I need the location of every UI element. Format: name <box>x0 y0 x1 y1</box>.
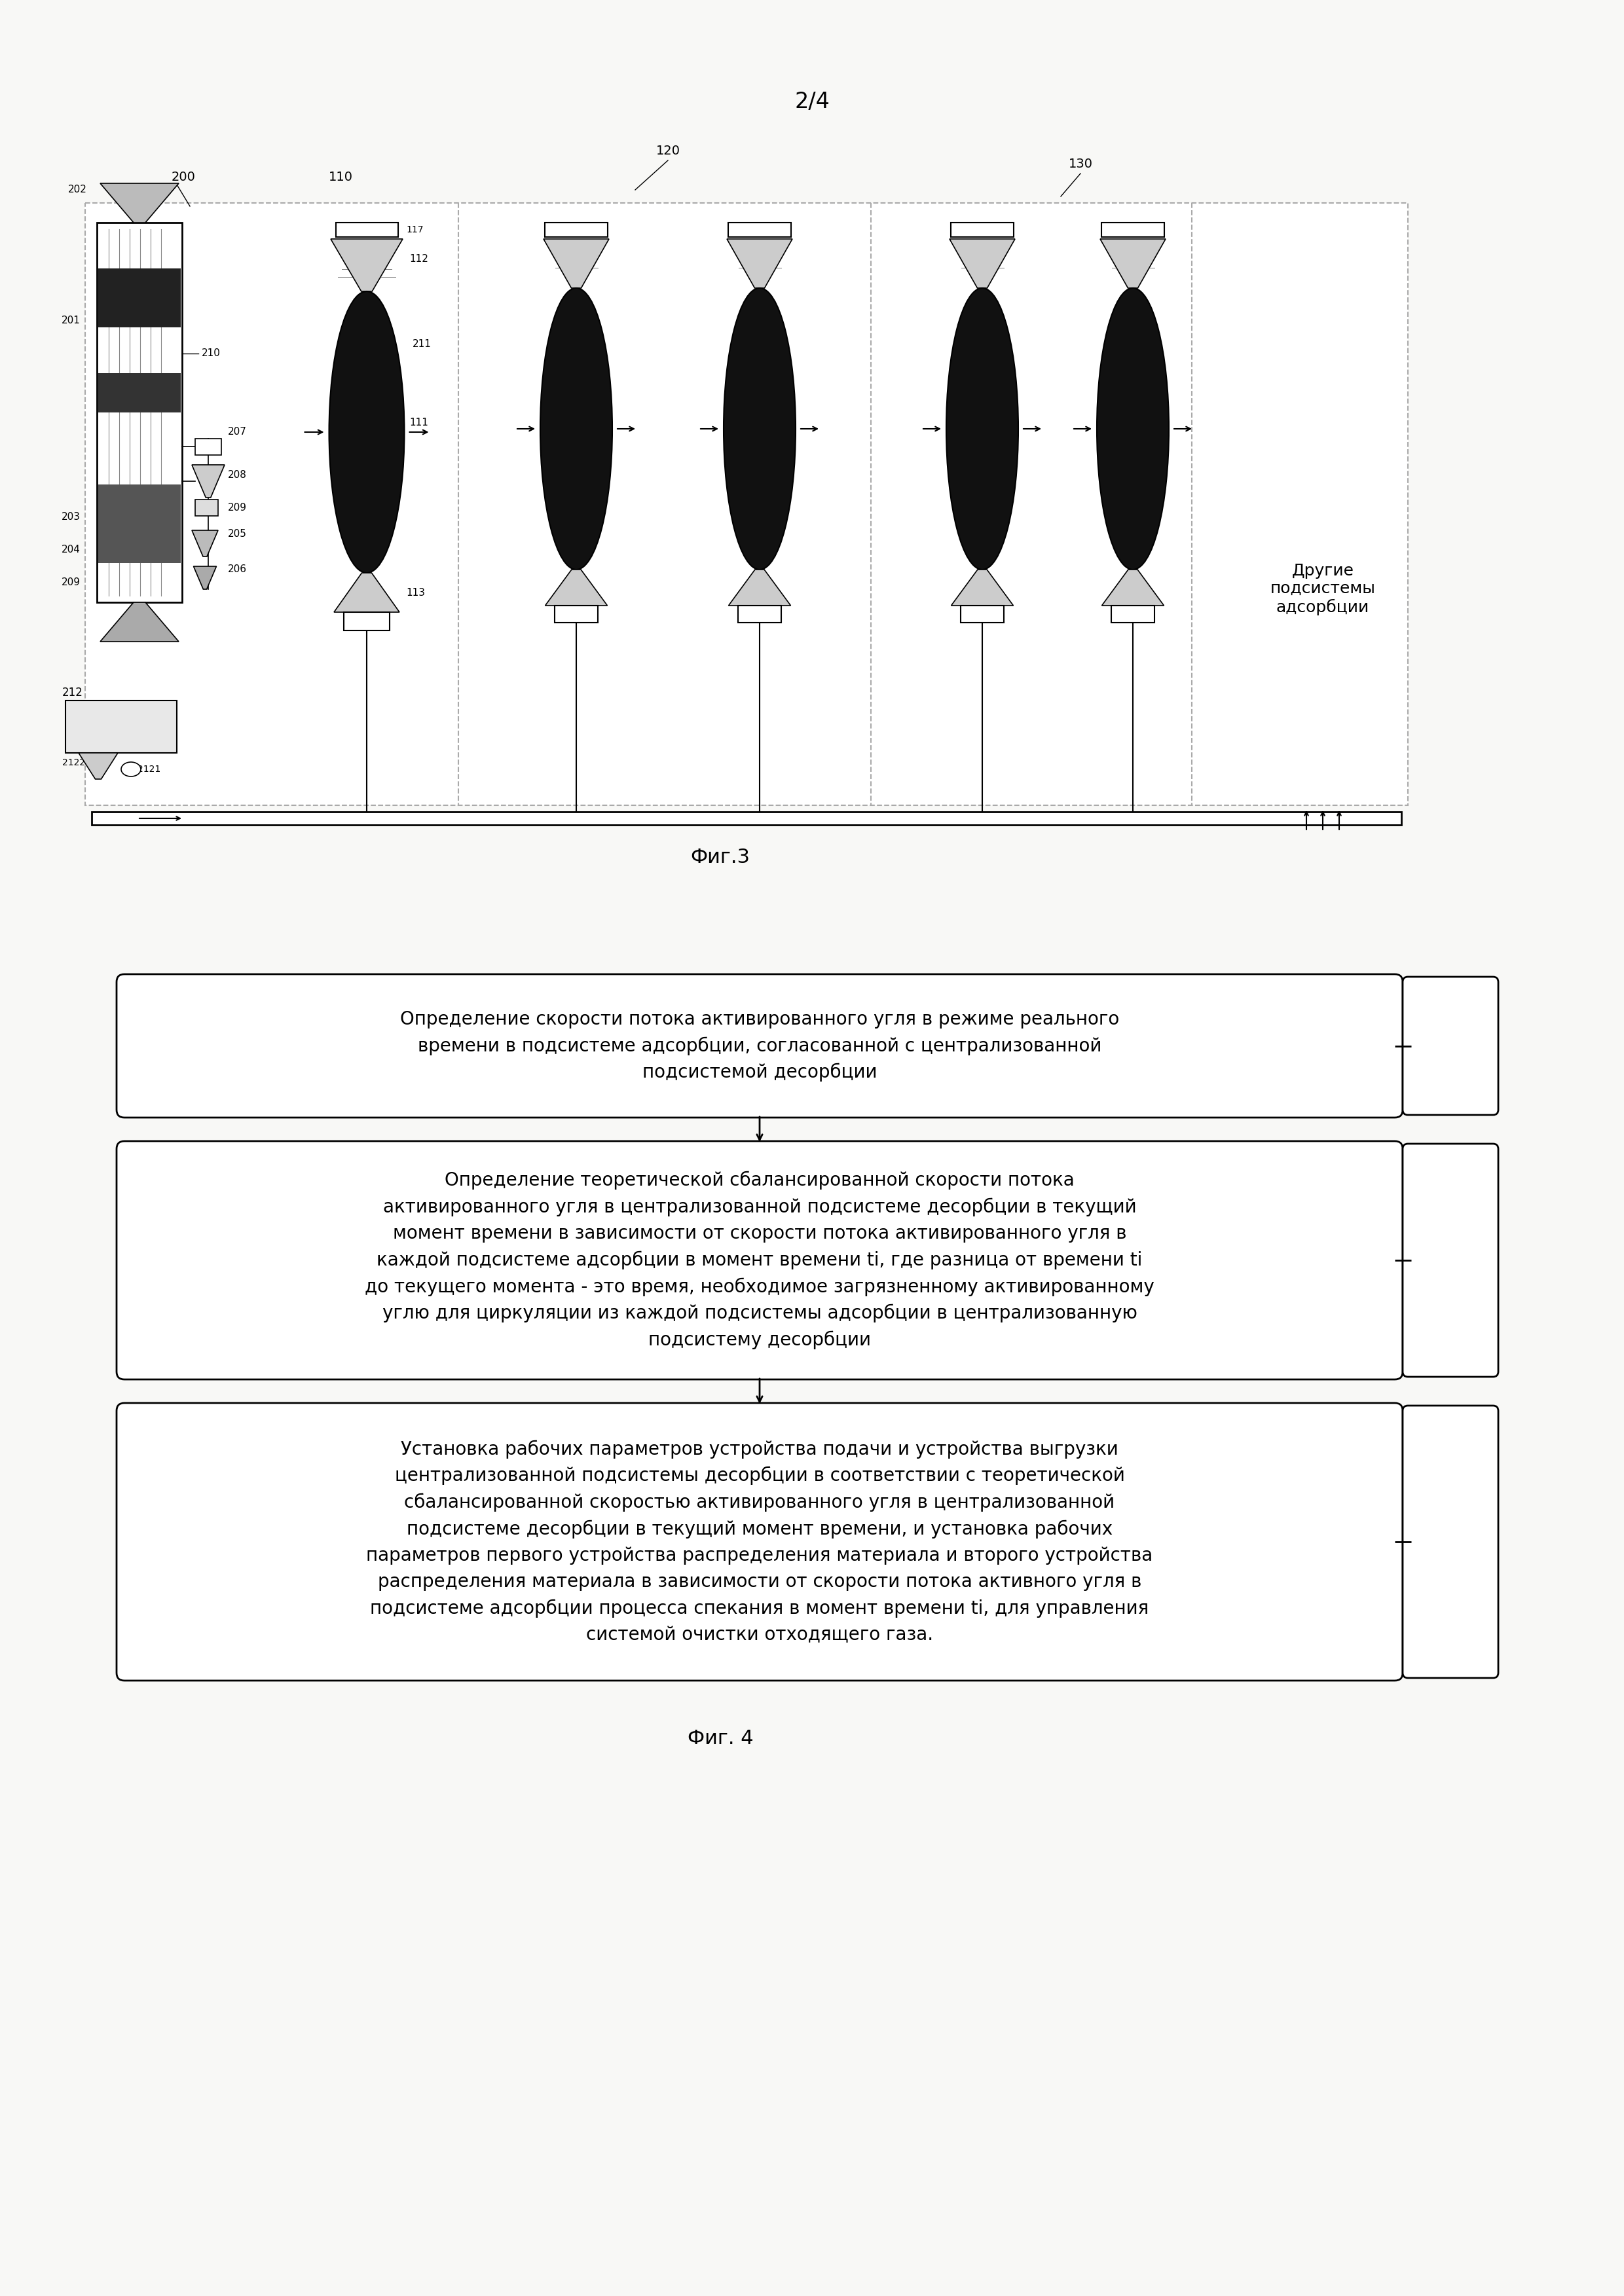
Text: 2/4: 2/4 <box>794 90 830 113</box>
Text: 209: 209 <box>227 503 247 512</box>
Ellipse shape <box>122 762 141 776</box>
Text: 210: 210 <box>201 349 221 358</box>
Bar <box>97 374 180 413</box>
Bar <box>728 223 791 236</box>
Polygon shape <box>1101 569 1164 606</box>
Polygon shape <box>331 239 403 292</box>
Text: 204: 204 <box>62 544 81 556</box>
Text: S120: S120 <box>1426 1251 1476 1270</box>
Ellipse shape <box>724 287 796 569</box>
Text: 120: 120 <box>656 145 680 156</box>
Polygon shape <box>101 184 179 223</box>
Bar <box>65 700 177 753</box>
Text: 111: 111 <box>409 418 429 427</box>
Text: 202: 202 <box>68 186 88 195</box>
Bar <box>97 223 182 602</box>
Text: Фиг.3: Фиг.3 <box>690 847 750 868</box>
Text: 113: 113 <box>406 588 425 597</box>
Text: S130: S130 <box>1424 1531 1476 1552</box>
Text: Другие
подсистемы
адсорбции: Другие подсистемы адсорбции <box>1270 563 1376 615</box>
FancyBboxPatch shape <box>1403 1405 1499 1678</box>
Text: 112: 112 <box>409 253 429 264</box>
Bar <box>961 606 1004 622</box>
Bar <box>84 202 1408 806</box>
FancyBboxPatch shape <box>1403 976 1499 1116</box>
Text: 206: 206 <box>227 565 247 574</box>
Polygon shape <box>544 239 609 287</box>
Polygon shape <box>335 574 400 613</box>
Bar <box>91 813 1402 824</box>
Text: 200: 200 <box>171 170 195 184</box>
Polygon shape <box>950 239 1015 287</box>
Text: 117: 117 <box>406 225 424 234</box>
FancyBboxPatch shape <box>1403 1143 1499 1378</box>
Polygon shape <box>192 530 218 556</box>
Bar <box>1101 223 1164 236</box>
Polygon shape <box>78 753 119 778</box>
Text: 130: 130 <box>1069 158 1093 170</box>
Text: 207: 207 <box>227 427 247 436</box>
Text: S110: S110 <box>1426 1035 1476 1056</box>
Text: 201: 201 <box>62 317 81 326</box>
Text: 205: 205 <box>227 528 247 540</box>
Text: Определение теоретической сбалансированной скорости потока
активированного угля : Определение теоретической сбалансированн… <box>365 1171 1155 1350</box>
Polygon shape <box>546 569 607 606</box>
Text: 209: 209 <box>62 579 81 588</box>
Bar <box>544 223 607 236</box>
FancyBboxPatch shape <box>117 974 1403 1118</box>
Polygon shape <box>1099 239 1166 287</box>
Bar <box>950 223 1013 236</box>
Text: Установка рабочих параметров устройства подачи и устройства выгрузки
централизов: Установка рабочих параметров устройства … <box>367 1440 1153 1644</box>
Text: 208: 208 <box>227 471 247 480</box>
Text: 211: 211 <box>412 340 432 349</box>
Bar <box>97 269 180 328</box>
Polygon shape <box>192 464 224 498</box>
Bar <box>555 606 598 622</box>
Polygon shape <box>952 569 1013 606</box>
Bar <box>195 501 218 517</box>
Ellipse shape <box>947 287 1018 569</box>
Ellipse shape <box>541 287 612 569</box>
Ellipse shape <box>330 292 404 574</box>
Bar <box>97 484 180 563</box>
Bar <box>737 606 781 622</box>
FancyBboxPatch shape <box>117 1403 1403 1681</box>
Polygon shape <box>728 239 793 287</box>
Bar <box>195 439 221 455</box>
Polygon shape <box>101 602 179 641</box>
Text: Определение скорости потока активированного угля в режиме реального
времени в по: Определение скорости потока активированн… <box>400 1010 1119 1081</box>
FancyBboxPatch shape <box>117 1141 1403 1380</box>
Text: 212: 212 <box>62 687 83 698</box>
Text: 203: 203 <box>62 512 81 521</box>
Bar <box>344 613 390 631</box>
Bar <box>336 223 398 236</box>
Ellipse shape <box>1096 287 1169 569</box>
Text: 2121: 2121 <box>138 765 161 774</box>
Text: 2122: 2122 <box>62 758 84 767</box>
Text: 110: 110 <box>328 170 352 184</box>
Bar <box>1111 606 1155 622</box>
Polygon shape <box>193 567 216 590</box>
Polygon shape <box>729 569 791 606</box>
Text: Фиг. 4: Фиг. 4 <box>687 1729 754 1747</box>
